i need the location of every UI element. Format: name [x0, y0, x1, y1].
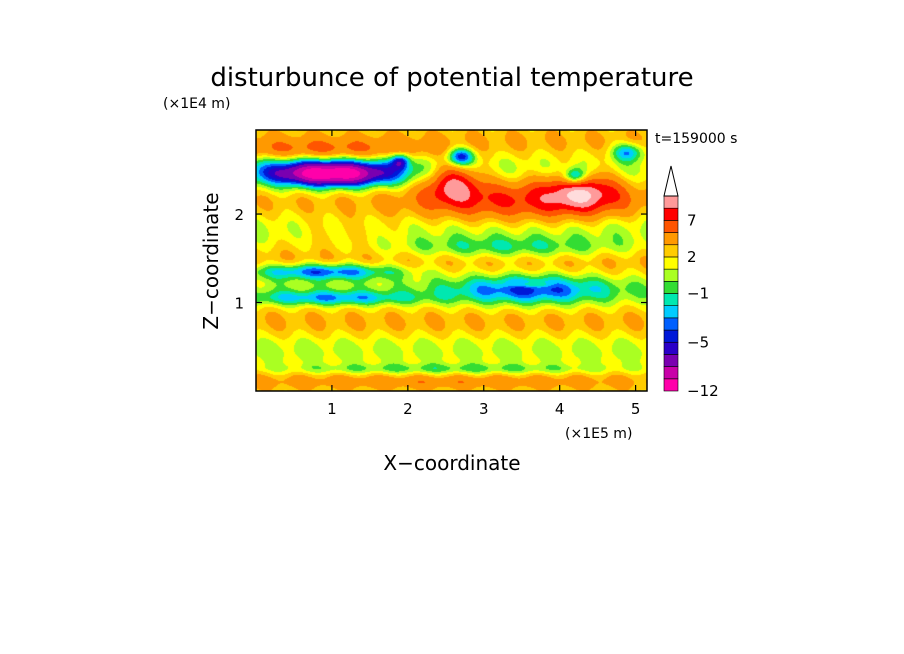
chart-title: disturbunce of potential temperature [210, 63, 693, 93]
x-tick-label: 4 [555, 400, 565, 418]
x-axis-unit: (×1E5 m) [565, 426, 632, 442]
time-label: t=159000 s [655, 131, 737, 147]
colorbar-tick-label: −5 [687, 333, 709, 351]
colorbar-swatch [663, 232, 679, 246]
plot-frame [255, 129, 648, 392]
contour-field-image [256, 130, 647, 391]
x-tick-label: 3 [479, 400, 489, 418]
colorbar-swatch [663, 195, 679, 209]
colorbar-swatch [663, 244, 679, 258]
colorbar-tick-label: 2 [687, 248, 697, 266]
y-axis-unit: (×1E4 m) [163, 96, 230, 112]
colorbar-swatch [663, 378, 679, 392]
x-tick-label: 5 [631, 400, 641, 418]
colorbar-swatch [663, 268, 679, 282]
colorbar-swatch [663, 293, 679, 306]
colorbar-swatch [663, 317, 679, 331]
contour-field [256, 130, 647, 391]
colorbar-swatch [663, 341, 679, 355]
colorbar-tick-label: 7 [687, 211, 697, 229]
colorbar-swatch [663, 220, 679, 233]
colorbar-swatch [663, 207, 679, 221]
y-tick-label: 2 [234, 206, 244, 224]
x-tick-label: 2 [403, 400, 413, 418]
colorbar-tick-label: −1 [687, 285, 709, 303]
colorbar: −12−5−127 [663, 165, 719, 400]
colorbar-extend-arrow [663, 165, 679, 197]
colorbar-swatch [663, 256, 679, 270]
y-axis-ticks: 12 [234, 206, 647, 313]
x-axis-ticks: 1 2 3 4 5 [327, 130, 640, 418]
x-axis-label: X−coordinate [383, 451, 520, 475]
y-axis-label: Z−coordinate [199, 192, 223, 329]
y-tick-label: 1 [234, 295, 244, 313]
colorbar-swatch [663, 329, 679, 343]
colorbar-swatch [663, 305, 679, 319]
colorbar-swatch [663, 281, 679, 294]
colorbar-swatch [663, 366, 679, 380]
colorbar-tick-label: −12 [687, 382, 719, 400]
colorbar-swatch [663, 354, 679, 367]
x-tick-label: 1 [327, 400, 337, 418]
